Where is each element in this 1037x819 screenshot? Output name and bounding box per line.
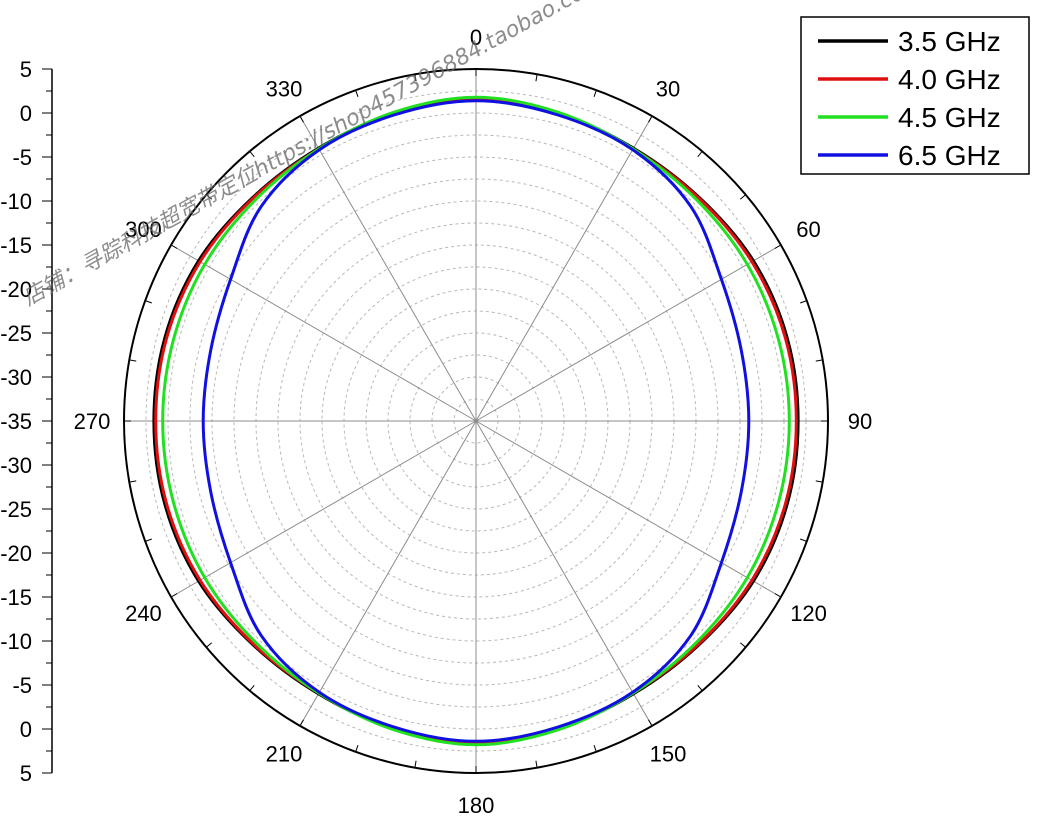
- angular-tick: [145, 300, 152, 304]
- legend-label: 3.5 GHz: [898, 26, 1001, 57]
- spoke-line: [475, 115, 653, 422]
- angular-tick: [800, 300, 807, 304]
- angle-label: 60: [796, 217, 820, 242]
- angle-label: 150: [650, 742, 687, 767]
- angle-label: 30: [656, 76, 680, 101]
- radial-tick-label: -20: [0, 541, 32, 566]
- series-line-6.5-ghz: [201, 99, 751, 743]
- series-line-4.0-ghz: [154, 98, 798, 745]
- radial-tick-label: 0: [20, 101, 32, 126]
- series-curves: [152, 95, 800, 747]
- radial-tick-label: -30: [0, 453, 32, 478]
- angular-tick: [170, 244, 178, 249]
- angular-tick: [145, 538, 152, 542]
- angle-label: 270: [74, 409, 111, 434]
- angular-tick: [299, 719, 304, 727]
- radial-tick-label: 0: [20, 717, 32, 742]
- legend-box: [800, 16, 1030, 175]
- angular-tick: [206, 642, 213, 648]
- spoke-line: [170, 244, 477, 422]
- angle-label: 300: [125, 217, 162, 242]
- angular-tick: [299, 115, 304, 123]
- angular-tick: [800, 538, 807, 542]
- angular-tick: [774, 593, 782, 598]
- angular-tick: [593, 90, 597, 97]
- angular-tick: [414, 74, 417, 82]
- spoke-line: [475, 244, 782, 422]
- radial-tick-label: -5: [12, 145, 32, 170]
- radial-tick-label: -25: [0, 321, 32, 346]
- angle-label: 210: [266, 742, 303, 767]
- angle-label: 240: [125, 601, 162, 626]
- series-line-4.5-ghz: [161, 95, 791, 747]
- radial-axis: 5 0 -5 -10 -15 -20 -25 -30 -35 -30 -25 -20 -15 -10 -5 0…: [0, 57, 53, 786]
- radial-tick-label: -15: [0, 585, 32, 610]
- radial-tick-label: -20: [0, 277, 32, 302]
- angular-tick: [249, 684, 255, 691]
- angular-tick: [774, 244, 782, 249]
- radial-tick-label: 5: [20, 57, 32, 82]
- angular-tick: [815, 480, 823, 483]
- angle-label: 180: [458, 793, 495, 818]
- spoke-line: [299, 420, 477, 727]
- angular-tick: [206, 194, 213, 200]
- angular-tick: [815, 359, 823, 362]
- radial-tick-label: -25: [0, 497, 32, 522]
- spoke-line: [475, 420, 653, 727]
- legend-label: 4.0 GHz: [898, 64, 1001, 95]
- angle-label: 330: [266, 76, 303, 101]
- angular-axis-labels: 0 30 60 90 120 150 180 210 240 270 300 330: [74, 25, 873, 818]
- angle-label: 120: [790, 601, 827, 626]
- radial-tick-label: -10: [0, 189, 32, 214]
- angular-tick: [355, 745, 359, 752]
- radial-tick-label: -30: [0, 365, 32, 390]
- angle-label: 0: [470, 25, 482, 50]
- radial-tick-label: -15: [0, 233, 32, 258]
- angular-tick: [249, 151, 255, 158]
- angular-tick: [355, 90, 359, 97]
- angular-tick: [739, 642, 746, 648]
- radial-tick-label: 5: [20, 761, 32, 786]
- radial-tick-label: -5: [12, 673, 32, 698]
- angular-tick: [535, 74, 538, 82]
- spoke-line: [170, 420, 477, 598]
- radial-tick-label: -35: [0, 409, 32, 434]
- angular-tick: [648, 719, 653, 727]
- angle-label: 90: [848, 409, 872, 434]
- angular-tick: [648, 115, 653, 123]
- spoke-line: [475, 420, 782, 598]
- angular-spokes: [124, 69, 828, 773]
- angular-tick: [535, 760, 538, 768]
- legend-label: 6.5 GHz: [898, 140, 1001, 171]
- angular-tick: [129, 359, 137, 362]
- angular-tick: [593, 745, 597, 752]
- angular-tick: [739, 194, 746, 200]
- angular-tick: [414, 760, 417, 768]
- angular-tick: [170, 593, 178, 598]
- radial-tick-label: -10: [0, 629, 32, 654]
- legend-label: 4.5 GHz: [898, 102, 1001, 133]
- angular-tick: [697, 151, 703, 158]
- spoke-line: [299, 115, 477, 422]
- angular-tick: [697, 684, 703, 691]
- legend: 3.5 GHz 4.0 GHz 4.5 GHz 6.5 GHz: [800, 16, 1030, 175]
- angular-tick: [129, 480, 137, 483]
